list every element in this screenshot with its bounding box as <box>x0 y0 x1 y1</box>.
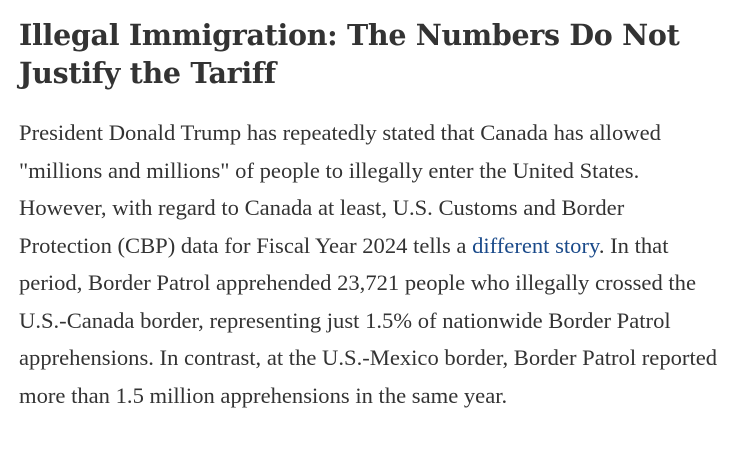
different-story-link[interactable]: different story <box>472 232 599 258</box>
article-headline: Illegal Immigration: The Numbers Do Not … <box>19 18 680 90</box>
article: Illegal Immigration: The Numbers Do Not … <box>19 18 718 414</box>
article-paragraph: President Donald Trump has repeatedly st… <box>19 114 718 414</box>
paragraph-text-before-link: President Donald Trump has repeatedly st… <box>19 120 661 258</box>
paragraph-text-after-link: . In that period, Border Patrol apprehen… <box>19 232 718 408</box>
